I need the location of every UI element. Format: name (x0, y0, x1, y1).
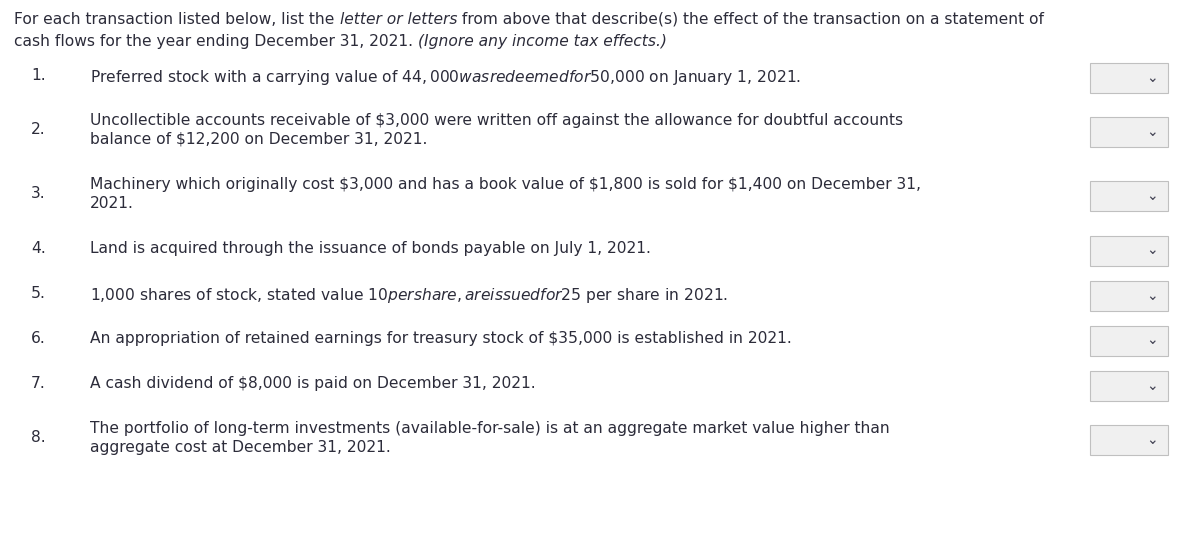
Text: ⌄: ⌄ (1146, 433, 1158, 447)
Text: 1,000 shares of stock, stated value $10 per share, are issued for $25 per share : 1,000 shares of stock, stated value $10 … (90, 286, 728, 305)
FancyBboxPatch shape (1090, 235, 1168, 265)
Text: 6.: 6. (31, 331, 46, 346)
Text: Land is acquired through the issuance of bonds payable on July 1, 2021.: Land is acquired through the issuance of… (90, 241, 650, 256)
Text: 3.: 3. (31, 187, 46, 202)
Text: ⌄: ⌄ (1146, 189, 1158, 203)
Text: 7.: 7. (31, 376, 46, 391)
Text: 8.: 8. (31, 431, 46, 446)
Text: ⌄: ⌄ (1146, 333, 1158, 348)
Text: ⌄: ⌄ (1146, 243, 1158, 257)
FancyBboxPatch shape (1090, 371, 1168, 401)
Text: The portfolio of long-term investments (available-for-sale) is at an aggregate m: The portfolio of long-term investments (… (90, 421, 889, 436)
Text: Preferred stock with a carrying value of $44,000 was redeemed for $50,000 on Jan: Preferred stock with a carrying value of… (90, 68, 802, 87)
FancyBboxPatch shape (1090, 425, 1168, 455)
Text: Uncollectible accounts receivable of $3,000 were written off against the allowan: Uncollectible accounts receivable of $3,… (90, 113, 904, 128)
Text: aggregate cost at December 31, 2021.: aggregate cost at December 31, 2021. (90, 440, 391, 455)
Text: A cash dividend of $8,000 is paid on December 31, 2021.: A cash dividend of $8,000 is paid on Dec… (90, 376, 535, 391)
Text: ⌄: ⌄ (1146, 125, 1158, 139)
FancyBboxPatch shape (1090, 325, 1168, 355)
Text: cash flows for the year ending December 31, 2021.: cash flows for the year ending December … (14, 34, 419, 49)
Text: (Ignore any income tax effects.): (Ignore any income tax effects.) (419, 34, 667, 49)
Text: 2.: 2. (31, 123, 46, 137)
FancyBboxPatch shape (1090, 117, 1168, 147)
Text: Machinery which originally cost $3,000 and has a book value of $1,800 is sold fo: Machinery which originally cost $3,000 a… (90, 177, 922, 192)
Text: ⌄: ⌄ (1146, 288, 1158, 302)
Text: 2021.: 2021. (90, 196, 134, 211)
Text: ⌄: ⌄ (1146, 378, 1158, 393)
Text: 5.: 5. (31, 286, 46, 301)
Text: An appropriation of retained earnings for treasury stock of $35,000 is establish: An appropriation of retained earnings fo… (90, 331, 792, 346)
Text: 4.: 4. (31, 241, 46, 256)
Text: balance of $12,200 on December 31, 2021.: balance of $12,200 on December 31, 2021. (90, 132, 427, 147)
Text: 1.: 1. (31, 68, 46, 83)
Text: ⌄: ⌄ (1146, 71, 1158, 85)
FancyBboxPatch shape (1090, 280, 1168, 310)
Text: For each transaction listed below, list the: For each transaction listed below, list … (14, 12, 340, 27)
FancyBboxPatch shape (1090, 63, 1168, 93)
FancyBboxPatch shape (1090, 181, 1168, 211)
Text: from above that describe(s) the effect of the transaction on a statement of: from above that describe(s) the effect o… (457, 12, 1044, 27)
Text: letter or letters: letter or letters (340, 12, 457, 27)
